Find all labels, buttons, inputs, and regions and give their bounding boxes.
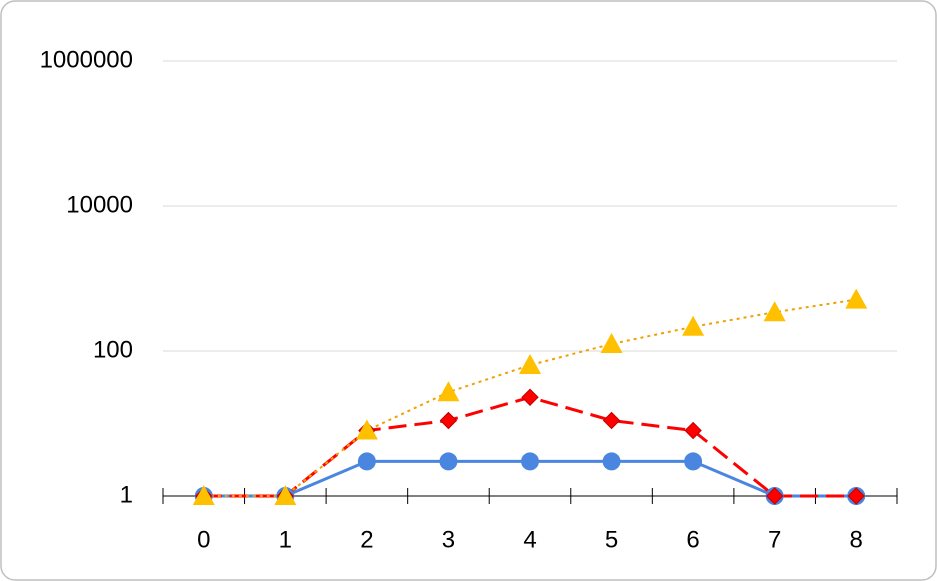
x-tick-label: 7: [768, 526, 781, 553]
point: [274, 485, 297, 505]
point: [765, 487, 784, 505]
x-tick-label: 1: [279, 526, 292, 553]
point: [684, 452, 703, 471]
point: [519, 354, 541, 375]
point: [521, 452, 539, 471]
y-tick-label: 1: [120, 481, 133, 508]
point: [521, 388, 539, 406]
point: [439, 452, 458, 471]
point: [684, 421, 702, 440]
point: [437, 381, 460, 402]
point: [439, 411, 458, 430]
y-tick-label: 1000000: [40, 46, 133, 73]
x-tick-label: 6: [686, 526, 699, 553]
point: [847, 487, 865, 505]
point: [602, 452, 621, 471]
point: [763, 301, 786, 322]
point: [602, 411, 621, 430]
x-tick-label: 5: [605, 526, 618, 553]
x-tick-label: 3: [442, 526, 455, 553]
x-tick-label: 4: [523, 526, 536, 553]
point: [845, 288, 868, 309]
x-tick-label: 8: [850, 526, 863, 553]
x-tick-label: 2: [360, 526, 373, 553]
point: [192, 485, 215, 505]
x-tick-label: 0: [197, 526, 210, 553]
point: [682, 315, 705, 336]
y-tick-label: 100: [93, 336, 133, 363]
point: [357, 452, 376, 471]
point: [355, 419, 378, 440]
y-tick-label: 10000: [66, 191, 133, 218]
point: [600, 332, 623, 353]
